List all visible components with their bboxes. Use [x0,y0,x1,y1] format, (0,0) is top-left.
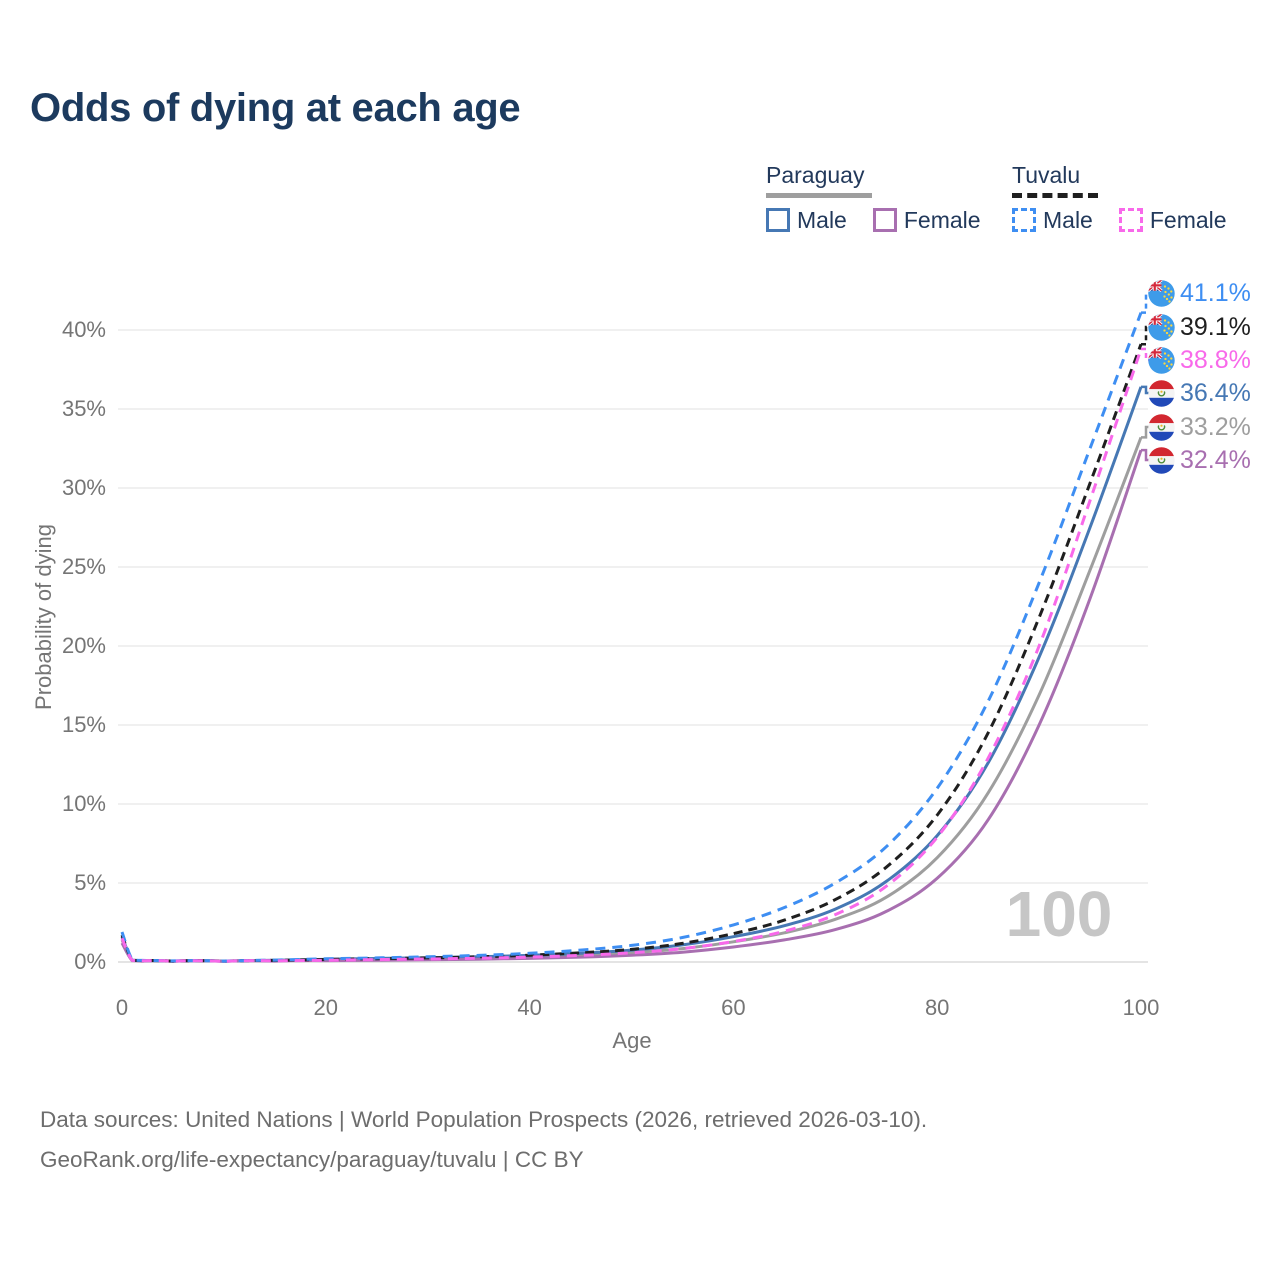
tuvalu-flag [1148,313,1175,341]
y-tick-label: 40% [61,317,106,342]
series-line-tuvalu_male[interactable] [120,312,1143,963]
footer: Data sources: United Nations | World Pop… [40,1100,927,1180]
legend-item-label: Male [1043,206,1093,233]
x-tick-label: 100 [1122,995,1160,1020]
legend-group-tuvalu: Tuvalu Male Female [1012,162,1227,234]
end-label-value: 39.1% [1180,312,1251,341]
hovered-age-indicator: 100 [1005,878,1113,950]
legend-items-tuvalu: Male Female [1012,207,1227,234]
series-line-tuvalu_both[interactable] [120,343,1143,963]
end-label-value: 41.1% [1180,278,1251,307]
series-line-tuvalu_female[interactable] [120,348,1143,963]
page-title: Odds of dying at each age [30,86,521,130]
end-label-tuvalu_female: 38.8% [1148,345,1251,375]
legend-item-paraguay-male[interactable]: Male [766,207,847,234]
legend-item-label: Male [797,206,847,233]
end-label-paraguay_both: 33.2% [1148,412,1251,442]
legend-item-label: Female [1149,206,1227,233]
end-label-value: 33.2% [1180,412,1251,441]
legend-swatch-icon [1118,208,1143,233]
y-tick-label: 30% [61,475,106,500]
tuvalu-flag-icon [1148,313,1175,341]
paraguay-flag-icon [1148,379,1175,407]
y-tick-label: 20% [61,633,106,658]
tuvalu-flag-icon [1148,346,1175,374]
x-tick-label: 60 [721,995,746,1020]
end-label-value: 36.4% [1180,378,1251,407]
tuvalu-flag-icon [1148,279,1175,307]
chart-plot-area[interactable] [0,0,1280,1080]
end-label-paraguay_female: 32.4% [1148,445,1251,475]
legend-group-tuvalu-title: Tuvalu [1012,162,1081,188]
x-tick-label: 0 [115,995,129,1020]
x-axis-title: Age [612,1028,652,1053]
paraguay-flag-icon [1148,446,1175,474]
series-line-paraguay_male[interactable] [120,386,1143,963]
tuvalu-line-style-swatch [1012,192,1098,198]
tuvalu-flag [1148,279,1175,307]
end-label-connector [1141,325,1155,346]
legend-item-tuvalu-female[interactable]: Female [1118,206,1227,234]
paraguay-flag [1148,446,1175,474]
legend-swatch-icon [766,208,790,233]
paraguay-flag [1148,379,1175,407]
paraguay-flag-icon [1148,413,1175,441]
x-tick-label: 20 [313,995,339,1020]
y-tick-label: 0% [74,949,106,974]
end-label-value: 38.8% [1180,345,1251,374]
end-label-tuvalu_both: 39.1% [1148,312,1251,342]
y-tick-label: 10% [61,791,106,816]
legend-item-tuvalu-male[interactable]: Male [1012,207,1093,234]
y-tick-label: 25% [61,554,106,579]
legend-item-label: Female [903,206,981,233]
legend-item-paraguay-female[interactable]: Female [872,206,981,234]
legend-group-paraguay: Paraguay Male Female [766,162,981,234]
y-tick-label: 15% [61,712,106,737]
footer-attribution: GeoRank.org/life-expectancy/paraguay/tuv… [40,1147,584,1172]
y-tick-label: 35% [61,396,106,421]
x-tick-label: 40 [517,995,542,1020]
end-label-tuvalu_male: 41.1% [1148,278,1251,308]
y-tick-label: 5% [74,870,106,895]
legend-items-paraguay: Male Female [766,207,981,234]
legend-swatch-icon [872,208,897,233]
y-axis-title: Probability of dying [31,524,56,710]
x-tick-label: 80 [924,995,950,1020]
end-label-value: 32.4% [1180,445,1251,474]
legend-group-paraguay-title: Paraguay [766,162,865,188]
tuvalu-flag [1148,346,1175,374]
footer-data-sources: Data sources: United Nations | World Pop… [40,1107,928,1132]
legend-swatch-icon [1012,208,1036,233]
series-line-paraguay_female[interactable] [120,449,1143,963]
paraguay-flag [1148,413,1175,441]
paraguay-line-style-swatch [766,192,872,198]
end-label-paraguay_male: 36.4% [1148,378,1251,408]
